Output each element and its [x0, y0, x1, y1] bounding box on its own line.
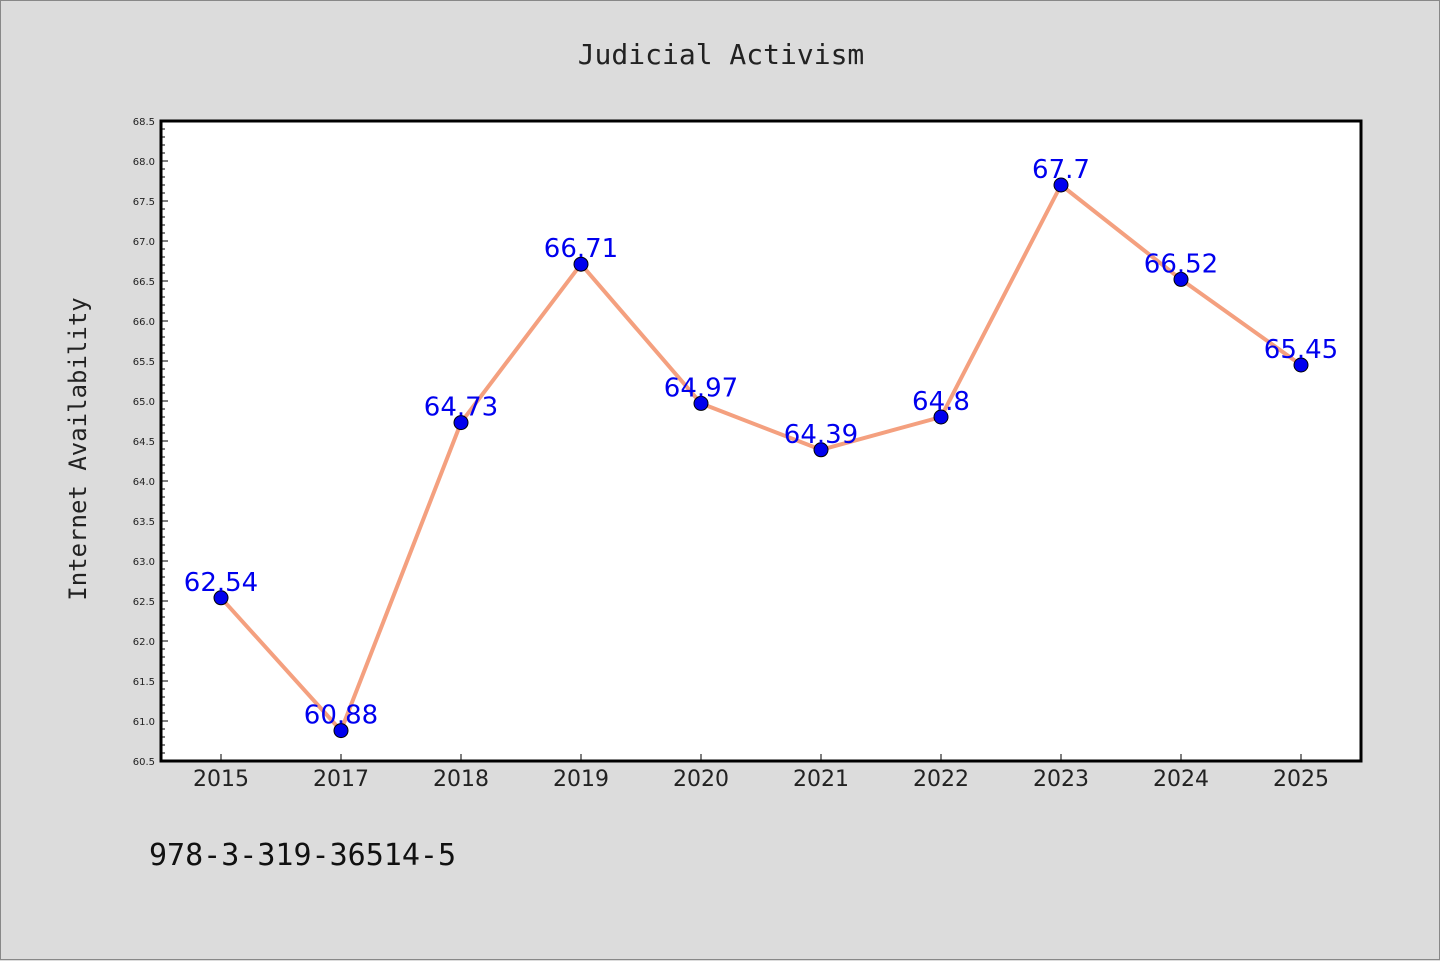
data-label: 67.7 — [1032, 155, 1090, 185]
data-label: 66.71 — [544, 234, 618, 264]
y-tick-label: 65.5 — [133, 357, 155, 368]
y-tick-label: 60.5 — [133, 757, 155, 768]
x-tick-label: 2023 — [1033, 767, 1089, 792]
y-tick-label: 66.5 — [133, 277, 155, 288]
data-point — [333, 723, 349, 739]
isbn-text: 978-3-319-36514-5 — [149, 838, 456, 873]
y-tick-label: 68.0 — [133, 157, 155, 168]
data-label: 65.45 — [1264, 335, 1338, 365]
x-tick-label: 2024 — [1153, 767, 1209, 792]
data-label: 64.8 — [912, 387, 970, 417]
y-tick-label: 66.0 — [133, 317, 155, 328]
plot-frame — [159, 119, 1363, 763]
x-tick-label: 2018 — [433, 767, 489, 792]
data-label: 64.97 — [664, 373, 738, 403]
data-labels: 62.54 60.88 64.73 66.71 64.97 64.39 64.8 67.7 66… — [184, 155, 1338, 731]
data-point — [1173, 271, 1189, 287]
x-tick-label: 2020 — [673, 767, 729, 792]
chart-title: Judicial Activism — [578, 38, 865, 71]
data-label: 60.88 — [304, 701, 378, 731]
y-tick-label: 64.5 — [133, 437, 155, 448]
data-point — [573, 256, 589, 272]
data-point — [1293, 357, 1309, 373]
y-tick-label: 64.0 — [133, 477, 155, 488]
data-label: 66.52 — [1144, 249, 1218, 279]
data-point — [693, 395, 709, 411]
x-tick-label: 2019 — [553, 767, 609, 792]
x-tick-label: 2022 — [913, 767, 969, 792]
x-tick-label: 2025 — [1273, 767, 1329, 792]
data-point — [213, 590, 229, 606]
data-label: 64.39 — [784, 420, 858, 450]
data-point — [1053, 177, 1069, 193]
x-axis: 2015 2017 2018 2019 2020 2021 2022 2023 2024 2025 — [193, 754, 1329, 792]
y-tick-label: 67.0 — [133, 237, 155, 248]
y-tick-label: 62.5 — [133, 597, 155, 608]
data-label: 64.73 — [424, 393, 498, 423]
y-tick-label: 62.0 — [133, 637, 155, 648]
x-tick-label: 2021 — [793, 767, 849, 792]
y-axis-label: Internet Availability — [64, 297, 92, 600]
x-tick-label: 2015 — [193, 767, 249, 792]
y-tick-label: 61.5 — [133, 677, 155, 688]
series-line — [219, 183, 1303, 733]
y-tick-label: 68.5 — [133, 117, 155, 128]
x-tick-label: 2017 — [313, 767, 369, 792]
data-point — [813, 442, 829, 458]
data-point — [933, 409, 949, 425]
data-label: 62.54 — [184, 568, 258, 598]
data-points — [213, 177, 1309, 739]
y-axis: 60.5 61.0 61.5 62.0 62.5 63.0 63.5 64.0 64.5 65.0… — [133, 117, 168, 768]
y-tick-label: 63.5 — [133, 517, 155, 528]
y-tick-label: 61.0 — [133, 717, 155, 728]
data-point — [453, 415, 469, 431]
y-tick-label: 67.5 — [133, 197, 155, 208]
plot-area — [161, 121, 1361, 761]
y-tick-label: 63.0 — [133, 557, 155, 568]
y-tick-label: 65.0 — [133, 397, 155, 408]
